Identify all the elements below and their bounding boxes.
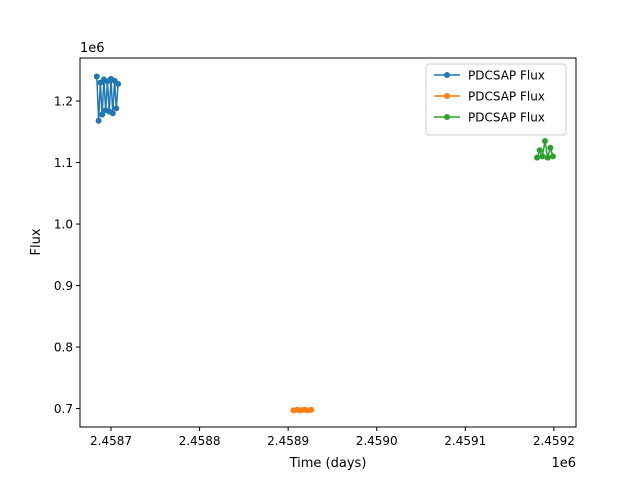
legend-item: PDCSAP Flux — [434, 111, 545, 125]
y-ticks: 0.7 0.8 0.9 1.0 1.1 1.2 — [54, 95, 80, 416]
plot-area-frame — [79, 57, 577, 428]
x-tick-label: 2.4590 — [356, 434, 398, 448]
legend-box — [425, 63, 567, 136]
legend: PDCSAP Flux PDCSAP Flux PDCSAP Flux — [425, 63, 567, 136]
series-3 — [534, 138, 556, 161]
x-tick-label: 2.4588 — [179, 434, 221, 448]
series-1-point — [109, 110, 116, 117]
series-1-point — [113, 105, 120, 112]
series-1-point — [93, 73, 100, 80]
y-tick-label: 0.7 — [54, 402, 73, 416]
legend-swatch-marker — [444, 93, 450, 99]
y-tick-label: 1.2 — [54, 95, 73, 109]
legend-label: PDCSAP Flux — [468, 111, 545, 125]
series-2 — [290, 406, 315, 414]
series-1-point — [115, 80, 122, 87]
x-ticks: 2.4587 2.4588 2.4589 2.4590 2.4591 2.4592 — [90, 427, 575, 448]
series-layer — [93, 73, 556, 414]
series-2-point — [308, 406, 315, 413]
legend-item: PDCSAP Flux — [434, 69, 545, 83]
series-1-point — [95, 117, 102, 124]
series-1-point — [99, 111, 106, 118]
x-tick-label: 2.4587 — [90, 434, 132, 448]
legend-swatch-marker — [444, 114, 450, 120]
y-tick-label: 1.0 — [54, 218, 73, 232]
y-tick-label: 0.9 — [54, 279, 73, 293]
x-tick-label: 2.4591 — [444, 434, 486, 448]
x-tick-label: 2.4592 — [533, 434, 575, 448]
x-offset-label: 1e6 — [551, 456, 576, 471]
y-tick-label: 0.8 — [54, 341, 73, 355]
series-3-point — [547, 144, 554, 151]
series-3-point — [534, 154, 541, 161]
series-3-point — [536, 147, 543, 154]
series-3-point — [549, 153, 556, 160]
legend-item: PDCSAP Flux — [434, 90, 545, 104]
legend-swatch-marker — [444, 72, 450, 78]
y-tick-label: 1.1 — [54, 156, 73, 170]
y-axis-label: Flux — [29, 228, 44, 255]
x-tick-label: 2.4589 — [267, 434, 309, 448]
series-1 — [93, 73, 122, 124]
series-3-point — [539, 153, 546, 160]
series-3-point — [544, 154, 551, 161]
legend-label: PDCSAP Flux — [468, 90, 545, 104]
x-axis-label: Time (days) — [289, 456, 367, 471]
y-offset-label: 1e6 — [80, 41, 105, 56]
series-3-point — [542, 138, 548, 145]
legend-label: PDCSAP Flux — [468, 69, 545, 83]
